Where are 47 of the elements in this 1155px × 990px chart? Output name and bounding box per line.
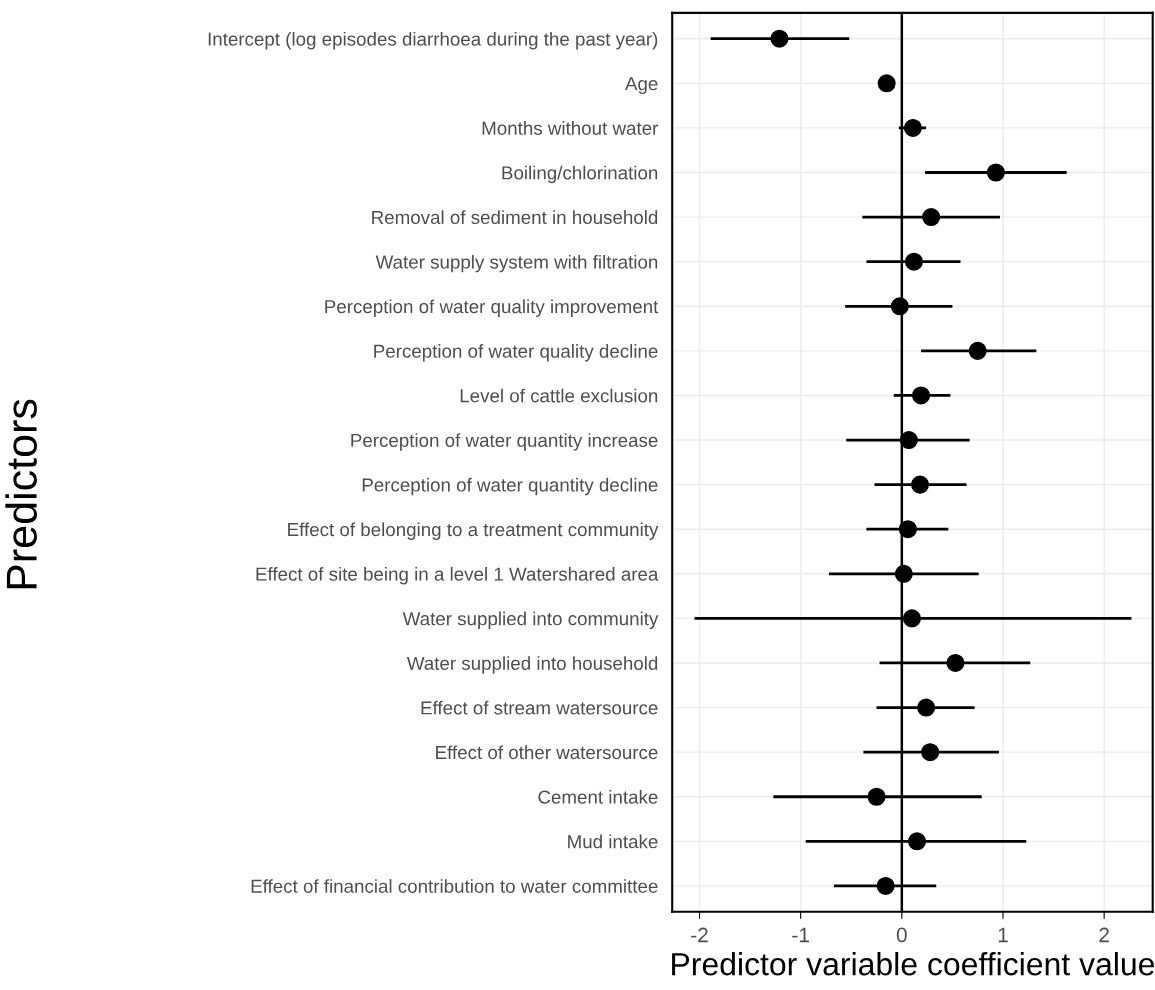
y-tick-label: Water supplied into household bbox=[406, 656, 658, 674]
y-tick-label: Perception of water quantity increase bbox=[351, 433, 658, 451]
point bbox=[917, 698, 936, 717]
x-tick-label: -2 bbox=[691, 927, 708, 943]
point bbox=[907, 832, 927, 851]
x-tick-label: 2 bbox=[1099, 927, 1109, 943]
point bbox=[899, 431, 918, 450]
x-tick-label: 1 bbox=[998, 927, 1008, 943]
point bbox=[904, 252, 923, 271]
y-tick-label: Perception of water quality decline bbox=[374, 344, 658, 362]
y-tick-label: Intercept (log episodes diarrhoea during the past year) bbox=[208, 31, 658, 50]
x-tick-label: -1 bbox=[792, 927, 809, 943]
y-tick-label: Removal of sediment in household bbox=[372, 210, 658, 225]
point bbox=[890, 297, 909, 316]
point bbox=[912, 386, 931, 405]
point bbox=[894, 564, 913, 583]
y-tick-label: Boiling/chlorination bbox=[502, 165, 658, 184]
point bbox=[877, 74, 896, 93]
point bbox=[898, 520, 917, 539]
y-tick-label: Effect of belonging to a treatment community bbox=[288, 522, 659, 540]
point bbox=[946, 653, 965, 673]
x-axis-title: Predictor variable coefficient value bbox=[672, 952, 1155, 976]
y-tick-label: Cement intake bbox=[538, 789, 658, 804]
y-axis-title: Predictors bbox=[5, 399, 37, 589]
y-tick-label: Effect of site being in a level 1 Watershared area bbox=[256, 567, 659, 585]
point bbox=[903, 118, 922, 137]
y-tick-label: Age bbox=[625, 77, 658, 95]
point bbox=[922, 208, 941, 227]
y-tick-label: Months without water bbox=[482, 121, 659, 135]
point bbox=[911, 475, 930, 494]
y-tick-label: Effect of stream watersource bbox=[421, 700, 658, 715]
point bbox=[902, 609, 921, 628]
y-tick-label: Perception of water quality improvement bbox=[325, 299, 659, 317]
y-tick-label: Water supply system with filtration bbox=[375, 254, 658, 273]
y-tick-label: Mud intake bbox=[568, 834, 658, 849]
point bbox=[968, 341, 987, 360]
x-tick-label: 0 bbox=[896, 927, 907, 943]
y-tick-label: Level of cattle exclusion bbox=[460, 388, 658, 403]
point bbox=[921, 743, 940, 762]
y-tick-label: Effect of other watersource bbox=[436, 745, 658, 760]
y-tick-label: Effect of financial contribution to water committee bbox=[251, 879, 658, 893]
point bbox=[770, 29, 789, 48]
y-tick-label: Water supplied into community bbox=[402, 611, 659, 630]
point bbox=[867, 787, 886, 806]
point bbox=[876, 876, 895, 895]
y-tick-label: Perception of water quantity decline bbox=[362, 477, 658, 496]
point bbox=[986, 163, 1005, 182]
